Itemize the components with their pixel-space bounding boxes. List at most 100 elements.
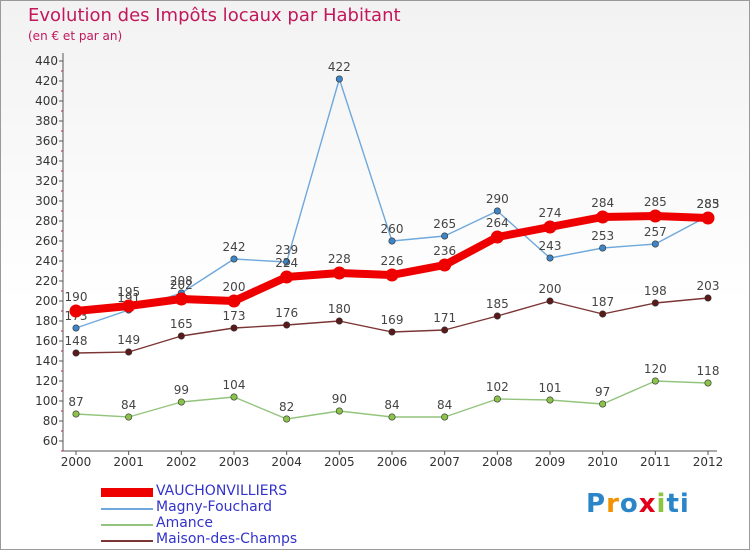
data-point-maison-des-champs <box>125 348 133 356</box>
y-tick-label: 80 <box>43 414 58 428</box>
data-label-vauchonvilliers: 284 <box>591 196 614 210</box>
data-label-amance: 102 <box>486 380 509 394</box>
data-label-maison-des-champs: 180 <box>328 302 351 316</box>
data-label-maison-des-champs: 198 <box>644 284 667 298</box>
x-tick-label: 2010 <box>587 455 618 469</box>
y-tick-label: 440 <box>35 54 58 68</box>
y-tick-label: 400 <box>35 94 58 108</box>
data-point-amance <box>599 400 607 408</box>
data-label-maison-des-champs: 200 <box>539 282 562 296</box>
data-label-amance: 84 <box>121 398 136 412</box>
data-point-maison-des-champs <box>335 317 343 325</box>
data-point-maison-des-champs <box>72 349 80 357</box>
data-point-magny-fouchard <box>230 255 238 263</box>
data-point-amance <box>493 395 501 403</box>
data-label-maison-des-champs: 171 <box>433 311 456 325</box>
data-label-vauchonvilliers: 202 <box>170 278 193 292</box>
data-point-amance <box>230 393 238 401</box>
data-label-maison-des-champs: 203 <box>697 279 720 293</box>
chart-subtitle: (en € et par an) <box>28 29 123 43</box>
data-point-amance <box>441 413 449 421</box>
data-point-magny-fouchard <box>599 244 607 252</box>
data-label-magny-fouchard: 422 <box>328 60 351 74</box>
y-tick-label: 100 <box>35 394 58 408</box>
x-tick-label: 2000 <box>61 455 92 469</box>
data-label-maison-des-champs: 187 <box>591 295 614 309</box>
data-label-maison-des-champs: 185 <box>486 297 509 311</box>
data-point-vauchonvilliers <box>332 266 346 280</box>
data-label-vauchonvilliers: 224 <box>275 256 298 270</box>
data-point-amance <box>283 415 291 423</box>
y-tick-label: 360 <box>35 134 58 148</box>
data-label-maison-des-champs: 169 <box>381 313 404 327</box>
y-tick-label: 320 <box>35 174 58 188</box>
x-tick-label: 2002 <box>166 455 197 469</box>
y-tick-label: 260 <box>35 234 58 248</box>
data-point-maison-des-champs <box>441 326 449 334</box>
data-label-magny-fouchard: 265 <box>433 217 456 231</box>
data-label-vauchonvilliers: 200 <box>223 280 246 294</box>
data-point-amance <box>125 413 133 421</box>
data-label-magny-fouchard: 257 <box>644 225 667 239</box>
data-label-maison-des-champs: 176 <box>275 306 298 320</box>
y-tick-label: 220 <box>35 274 58 288</box>
y-tick-label: 180 <box>35 314 58 328</box>
data-point-vauchonvilliers <box>648 209 662 223</box>
data-label-amance: 118 <box>697 364 720 378</box>
x-tick-label: 2007 <box>429 455 460 469</box>
data-point-amance <box>704 379 712 387</box>
data-label-magny-fouchard: 253 <box>591 229 614 243</box>
x-tick-label: 2001 <box>113 455 144 469</box>
data-point-vauchonvilliers <box>596 210 610 224</box>
data-point-maison-des-champs <box>230 324 238 332</box>
y-tick-label: 140 <box>35 354 58 368</box>
data-label-amance: 104 <box>223 378 246 392</box>
y-tick-label: 240 <box>35 254 58 268</box>
data-point-maison-des-champs <box>546 297 554 305</box>
data-label-magny-fouchard: 260 <box>381 222 404 236</box>
legend-swatch <box>101 488 153 497</box>
legend-label: VAUCHONVILLIERS <box>156 483 288 499</box>
data-label-amance: 90 <box>332 392 347 406</box>
data-point-vauchonvilliers <box>385 268 399 282</box>
data-label-amance: 84 <box>384 398 399 412</box>
x-tick-label: 2009 <box>535 455 566 469</box>
data-label-vauchonvilliers: 195 <box>117 285 140 299</box>
proxiti-logo: Proxiti <box>586 489 690 519</box>
legend-label: Amance <box>156 515 213 531</box>
data-point-maison-des-champs <box>493 312 501 320</box>
data-label-magny-fouchard: 208 <box>170 274 193 288</box>
data-label-vauchonvilliers: 228 <box>328 252 351 266</box>
y-tick-label: 380 <box>35 114 58 128</box>
y-tick-label: 200 <box>35 294 58 308</box>
data-label-vauchonvilliers: 283 <box>697 197 720 211</box>
data-label-amance: 87 <box>68 395 83 409</box>
legend-swatch <box>101 524 153 526</box>
data-point-vauchonvilliers <box>543 220 557 234</box>
data-point-vauchonvilliers <box>174 292 188 306</box>
legend-swatch <box>101 508 153 510</box>
data-label-vauchonvilliers: 190 <box>65 290 88 304</box>
data-point-amance <box>335 407 343 415</box>
y-tick-label: 280 <box>35 214 58 228</box>
data-point-magny-fouchard <box>388 237 396 245</box>
data-label-magny-fouchard: 239 <box>275 243 298 257</box>
x-tick-label: 2008 <box>482 455 513 469</box>
data-label-vauchonvilliers: 226 <box>381 254 404 268</box>
y-tick-label: 300 <box>35 194 58 208</box>
data-label-amance: 84 <box>437 398 452 412</box>
data-point-amance <box>72 410 80 418</box>
data-point-magny-fouchard <box>493 207 501 215</box>
data-label-magny-fouchard: 243 <box>539 239 562 253</box>
data-label-maison-des-champs: 149 <box>117 333 140 347</box>
data-point-magny-fouchard <box>72 324 80 332</box>
legend-label: Maison-des-Champs <box>156 531 298 547</box>
data-point-maison-des-champs <box>651 299 659 307</box>
data-label-amance: 120 <box>644 362 667 376</box>
data-label-magny-fouchard: 285 <box>697 197 720 211</box>
data-point-amance <box>388 413 396 421</box>
y-tick-label: 420 <box>35 74 58 88</box>
data-point-magny-fouchard <box>335 75 343 83</box>
